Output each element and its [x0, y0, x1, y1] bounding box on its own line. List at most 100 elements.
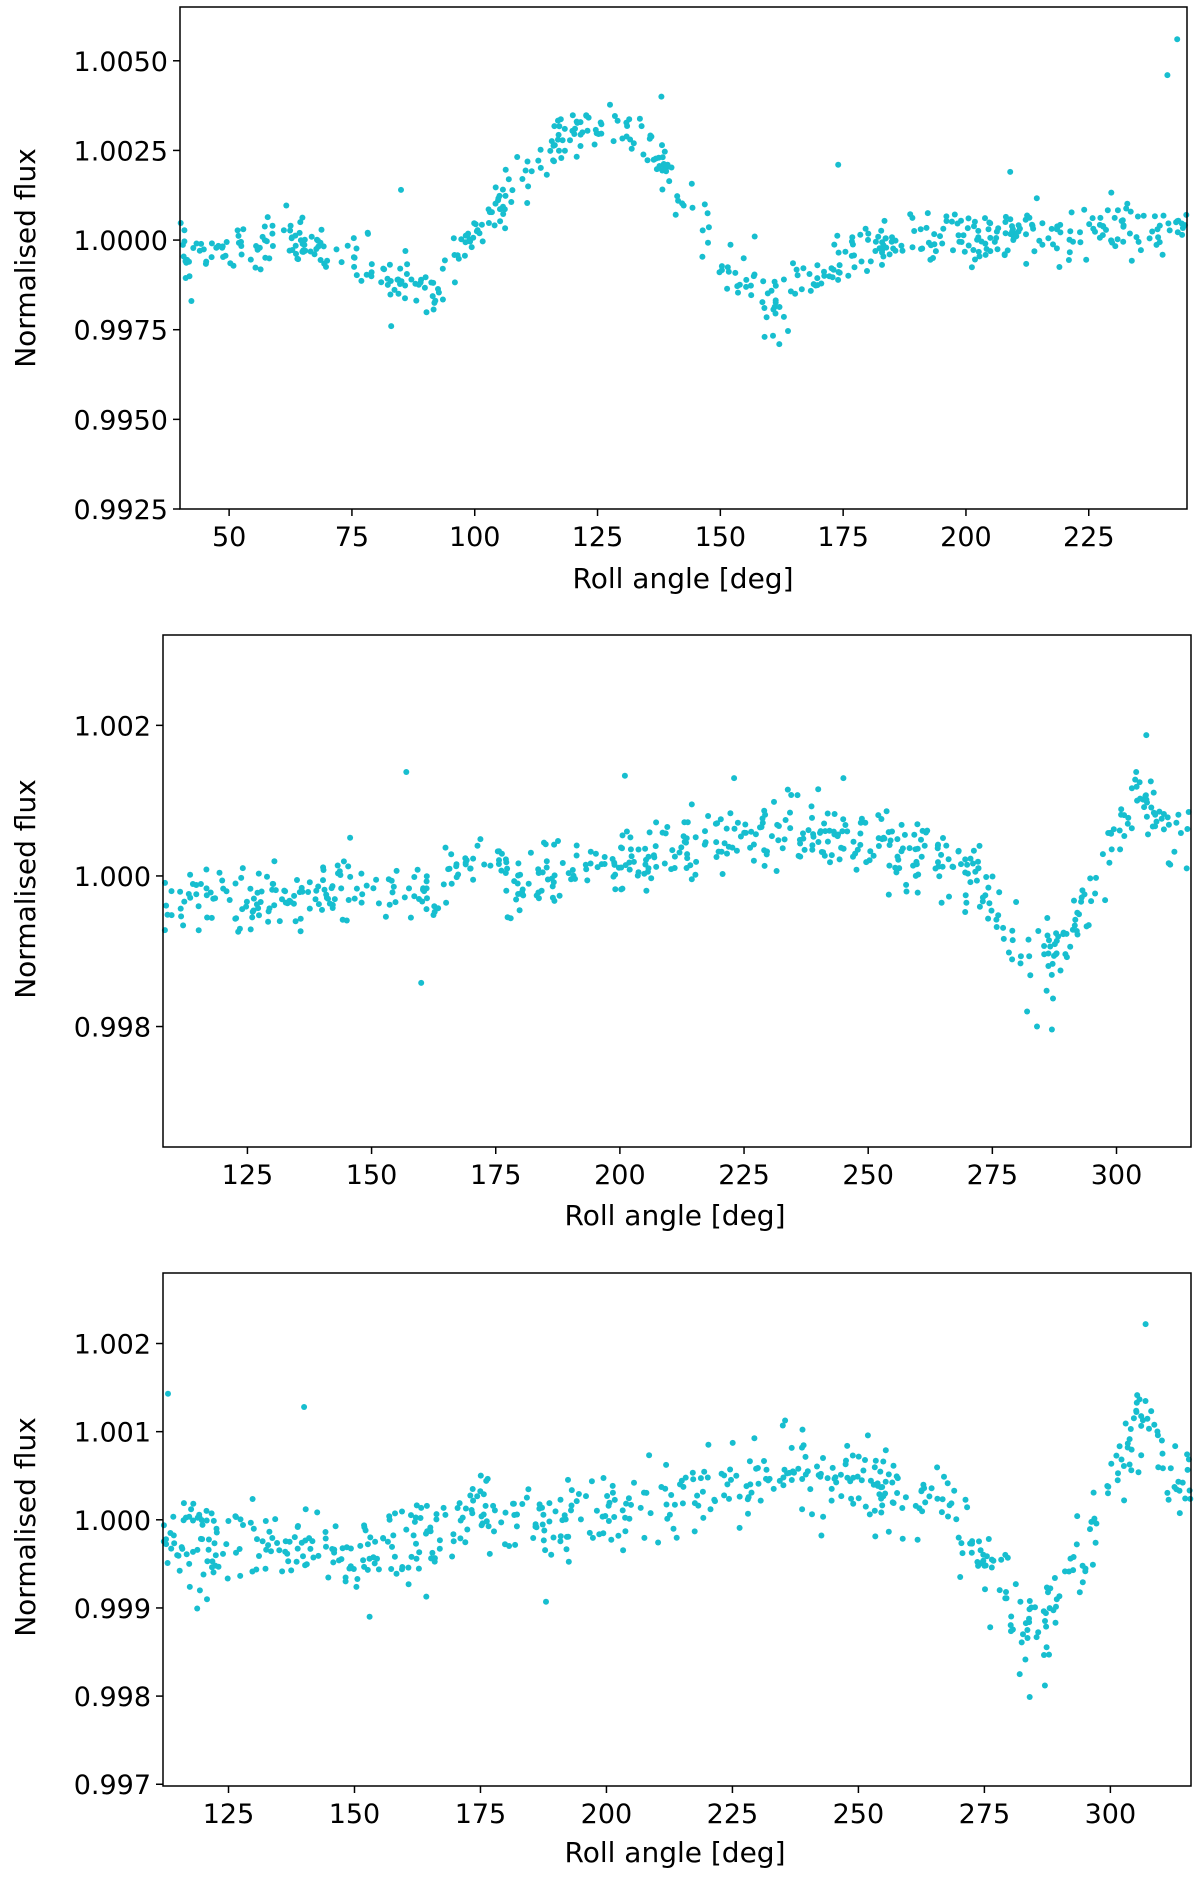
data-point	[331, 1546, 338, 1553]
data-point	[470, 876, 477, 883]
data-point	[1067, 943, 1074, 950]
data-point	[413, 1540, 419, 1547]
data-point	[993, 916, 1000, 923]
data-point	[875, 233, 882, 240]
data-point	[287, 222, 294, 229]
data-point	[1133, 783, 1140, 790]
data-point	[462, 232, 469, 239]
data-point	[760, 278, 767, 285]
data-point	[627, 846, 634, 853]
data-point	[878, 1509, 885, 1516]
data-point	[236, 1546, 243, 1552]
data-point	[450, 1531, 457, 1538]
data-point	[835, 831, 842, 838]
data-point	[962, 909, 969, 915]
data-point	[317, 257, 324, 263]
data-point	[1026, 1606, 1033, 1613]
data-point	[814, 282, 821, 289]
data-point	[955, 232, 962, 239]
data-point	[250, 1525, 257, 1532]
data-point	[263, 1546, 270, 1553]
data-point	[962, 856, 969, 863]
data-point	[472, 221, 479, 228]
data-point	[555, 117, 561, 124]
data-point	[485, 1523, 492, 1530]
data-point	[561, 1512, 568, 1519]
data-point	[1097, 214, 1104, 221]
data-point	[646, 829, 653, 836]
data-point	[219, 243, 226, 250]
data-point	[494, 848, 501, 855]
data-point	[666, 178, 673, 185]
data-point	[499, 186, 506, 193]
data-point	[995, 225, 1002, 232]
data-point	[862, 1503, 869, 1510]
data-point	[257, 266, 264, 273]
data-point	[512, 1541, 519, 1548]
data-point	[537, 164, 544, 171]
data-point	[619, 885, 626, 892]
data-point	[1165, 220, 1172, 227]
data-point	[559, 137, 566, 144]
data-point	[223, 1541, 230, 1548]
data-point	[1000, 924, 1007, 931]
data-point	[360, 1557, 367, 1564]
data-point	[642, 845, 649, 852]
data-point	[795, 1465, 802, 1472]
data-point	[247, 256, 254, 263]
data-point	[551, 123, 558, 130]
data-point	[543, 171, 550, 178]
data-point	[1096, 234, 1103, 241]
data-point	[641, 1534, 648, 1541]
data-point	[839, 828, 846, 835]
data-point	[727, 1466, 734, 1473]
data-point	[1120, 223, 1127, 230]
data-point	[627, 834, 634, 841]
data-point	[650, 852, 657, 859]
data-point	[363, 271, 370, 278]
data-point	[828, 1485, 835, 1492]
data-point	[337, 872, 344, 878]
data-point	[692, 834, 699, 841]
data-point	[717, 816, 724, 823]
data-point	[983, 1553, 990, 1560]
data-point	[423, 873, 430, 880]
data-point	[382, 913, 389, 920]
data-point	[1047, 943, 1054, 950]
data-point	[469, 1486, 476, 1492]
data-point	[1128, 257, 1135, 264]
data-point	[358, 899, 365, 906]
data-point	[269, 243, 276, 249]
data-point	[323, 1543, 329, 1550]
data-point	[965, 215, 972, 222]
data-point	[542, 841, 549, 848]
data-point	[975, 858, 981, 865]
data-point	[962, 892, 969, 899]
data-point	[204, 1558, 211, 1565]
data-point	[430, 306, 437, 313]
data-point	[1024, 1008, 1031, 1015]
data-point	[482, 1502, 489, 1509]
data-point	[958, 239, 965, 245]
data-point	[1027, 972, 1034, 979]
data-point	[256, 912, 262, 919]
data-point	[810, 831, 817, 838]
data-point	[211, 1540, 218, 1547]
data-point	[254, 889, 261, 896]
data-point	[364, 1541, 371, 1548]
data-point	[423, 309, 430, 316]
data-point	[208, 254, 215, 261]
data-point	[858, 258, 865, 265]
data-point	[761, 305, 768, 311]
data-point	[1026, 1615, 1032, 1622]
data-point	[886, 862, 893, 869]
data-point	[558, 155, 565, 161]
data-point	[320, 877, 326, 884]
data-point	[180, 253, 187, 260]
data-point	[213, 1525, 220, 1532]
data-point	[430, 279, 437, 286]
data-point	[871, 1464, 878, 1471]
data-point	[705, 1441, 712, 1448]
data-point	[829, 1464, 836, 1471]
data-point	[840, 816, 847, 823]
